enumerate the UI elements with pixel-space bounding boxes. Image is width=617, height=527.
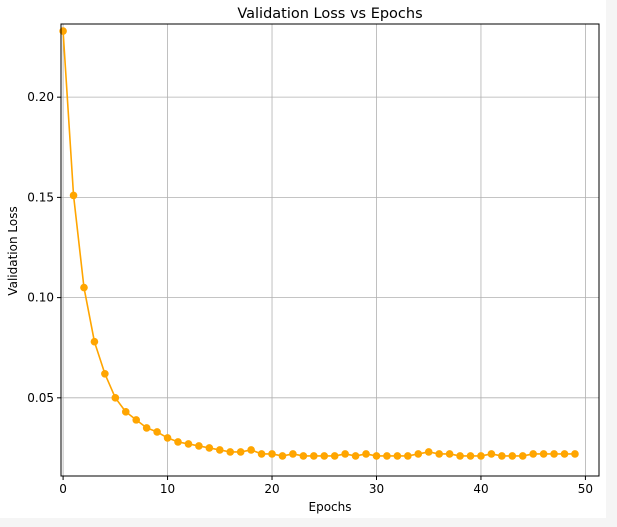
chart-title: Validation Loss vs Epochs	[237, 6, 422, 22]
data-point	[153, 428, 161, 436]
data-point	[529, 450, 537, 458]
y-tick-label: 0.15	[27, 190, 54, 204]
y-tick-label: 0.05	[27, 391, 54, 405]
data-point	[393, 452, 402, 460]
data-point	[383, 452, 391, 460]
data-point	[69, 191, 78, 200]
data-point	[121, 408, 130, 416]
x-tick-label: 20	[264, 482, 279, 496]
data-point	[456, 452, 464, 460]
plot-frame	[60, 23, 600, 477]
data-point	[184, 440, 193, 448]
data-point	[268, 450, 276, 458]
data-point	[289, 450, 297, 458]
data-point	[341, 450, 349, 458]
data-point	[571, 450, 579, 458]
bottom-edge-strip	[0, 518, 617, 527]
data-point	[351, 452, 360, 460]
data-point	[320, 452, 329, 460]
x-tick-label: 30	[369, 482, 384, 496]
data-point	[111, 394, 120, 402]
series-layer	[59, 27, 579, 460]
right-edge-strip	[606, 0, 617, 527]
data-point	[132, 416, 141, 424]
data-point	[195, 442, 203, 450]
tick-layer: 0 10 20 30 40 50 0.05 0.10 0.15 0.20	[27, 90, 593, 496]
data-point	[487, 450, 496, 458]
data-point	[435, 450, 443, 458]
data-point	[445, 450, 454, 458]
x-tick-label: 50	[578, 482, 593, 496]
data-point	[310, 452, 318, 460]
data-point	[205, 444, 214, 452]
data-point	[330, 452, 339, 460]
x-tick-label: 0	[59, 482, 67, 496]
grid-layer	[61, 24, 599, 476]
data-point	[236, 448, 245, 456]
data-point	[508, 452, 517, 460]
data-point	[299, 452, 308, 460]
y-tick-label: 0.10	[27, 291, 54, 305]
y-tick-label: 0.20	[27, 90, 54, 104]
data-point	[278, 452, 287, 460]
data-point	[550, 450, 558, 458]
data-point	[59, 27, 67, 35]
data-point	[477, 452, 485, 460]
data-point	[424, 448, 433, 456]
data-point	[90, 337, 99, 346]
data-point	[539, 450, 548, 458]
y-axis-label: Validation Loss	[6, 206, 20, 295]
data-point	[80, 283, 88, 292]
data-point	[498, 452, 506, 460]
data-point	[257, 450, 266, 458]
data-point	[226, 448, 235, 456]
series-line	[62, 30, 575, 457]
data-point	[101, 369, 109, 378]
data-point	[215, 446, 224, 454]
data-point	[163, 434, 172, 442]
data-point	[372, 452, 381, 460]
data-point	[560, 450, 569, 458]
data-point	[466, 452, 475, 460]
data-point	[362, 450, 370, 458]
data-point	[174, 438, 182, 446]
x-tick-label: 40	[473, 482, 488, 496]
data-point	[404, 452, 412, 460]
data-point	[142, 424, 151, 432]
data-point	[247, 446, 255, 454]
data-point	[518, 452, 527, 460]
x-tick-label: 10	[160, 482, 175, 496]
x-axis-label: Epochs	[309, 500, 352, 514]
data-point	[414, 450, 423, 458]
